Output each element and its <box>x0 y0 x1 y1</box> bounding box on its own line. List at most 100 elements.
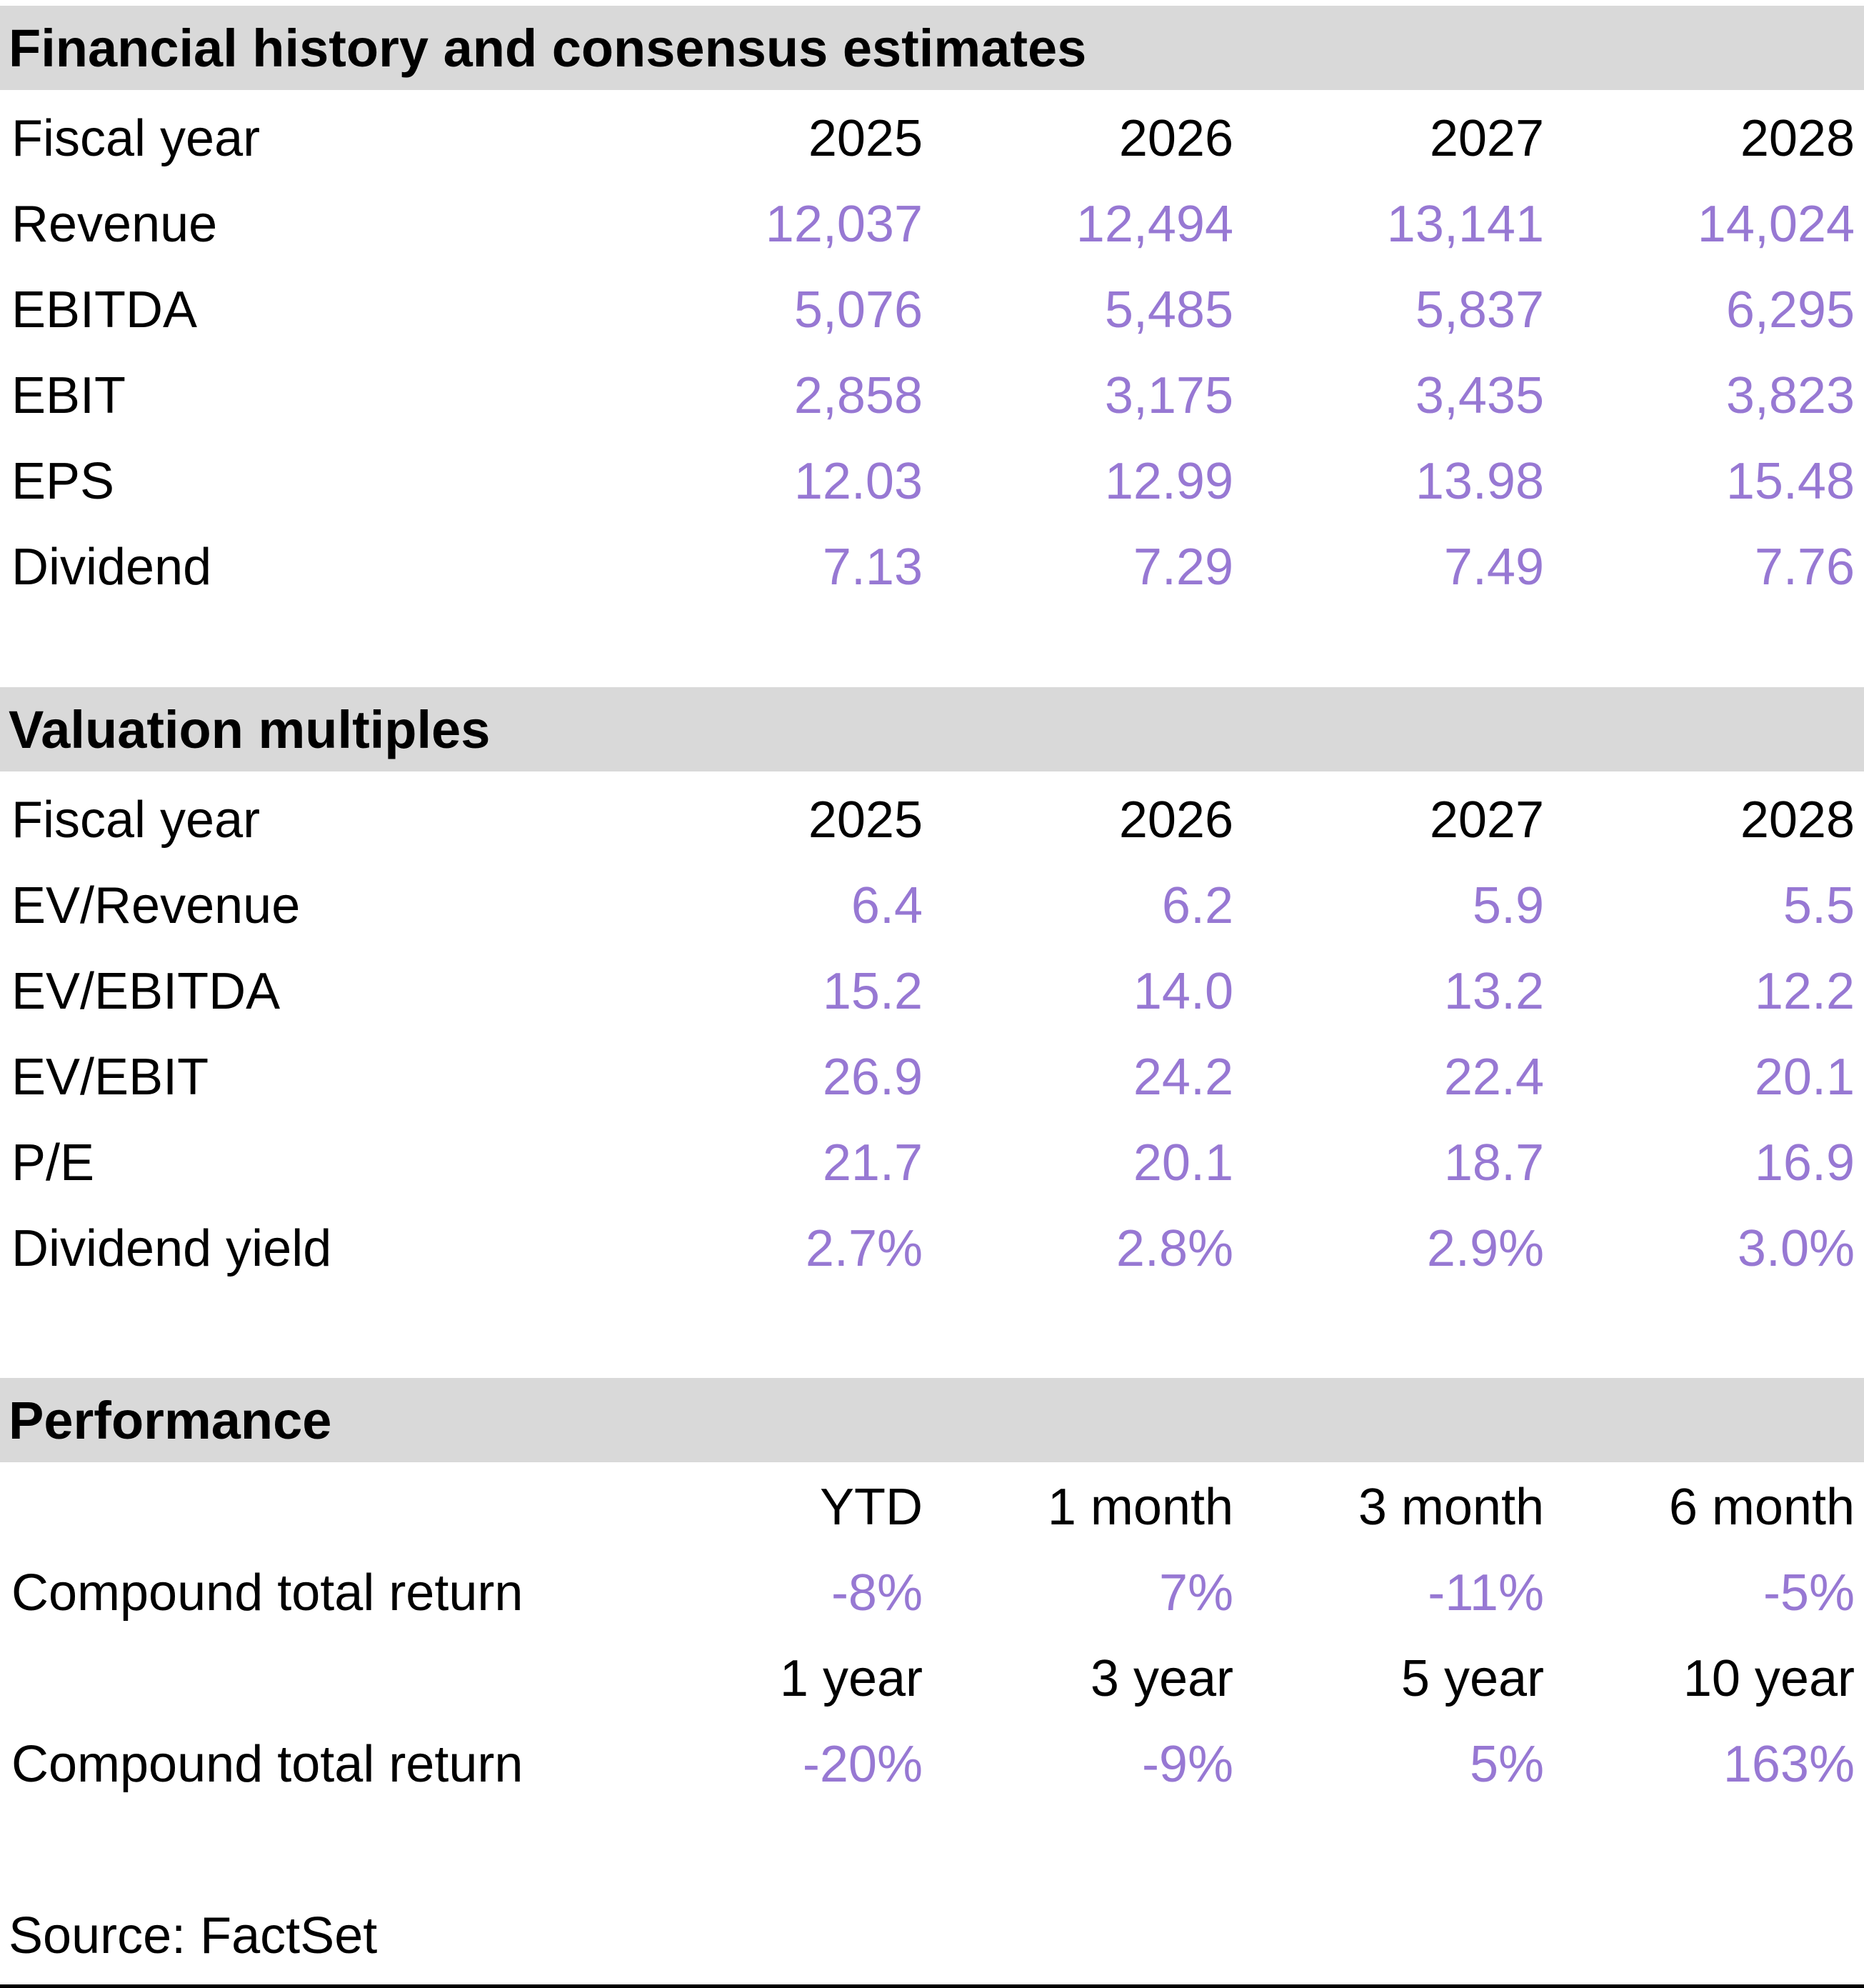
cell-value: 7.49 <box>1443 539 1544 596</box>
table-row-compound-total-return-short: Compound total return -8% 7% -11% -5% <box>0 1550 1855 1636</box>
column-header-3-year: 3 year <box>1090 1650 1233 1707</box>
column-header-2026: 2026 <box>1118 791 1233 849</box>
cell-value: 3,435 <box>1415 367 1544 424</box>
section-title: Financial history and consensus estimate… <box>9 18 1087 78</box>
cell-value: 5,837 <box>1415 281 1544 339</box>
financial-history-table: Fiscal year 2025 2026 2027 2028 Revenue … <box>0 96 1864 610</box>
table-header-row-long-periods: 1 year 3 year 5 year 10 year <box>0 1636 1855 1722</box>
cell-value: 26.9 <box>822 1049 923 1106</box>
column-header-3-month: 3 month <box>1358 1479 1544 1536</box>
column-header-1-year: 1 year <box>779 1650 923 1707</box>
cell-value: 5% <box>1469 1736 1544 1793</box>
cell-value: 7.76 <box>1754 539 1855 596</box>
row-label: Dividend <box>11 539 212 596</box>
cell-value: 12.03 <box>793 453 923 510</box>
cell-value: 6.2 <box>1161 877 1233 934</box>
column-header-2026: 2026 <box>1118 110 1233 167</box>
column-header-5-year: 5 year <box>1400 1650 1544 1707</box>
row-label: P/E <box>11 1134 95 1192</box>
section-title: Performance <box>9 1390 332 1450</box>
cell-value: -8% <box>831 1564 923 1622</box>
cell-value: 15.2 <box>822 963 923 1020</box>
financial-summary-page: { "colors": { "accent_purple": "#9778d3"… <box>0 6 1864 1988</box>
column-header-2027: 2027 <box>1429 791 1544 849</box>
valuation-multiples-table: Fiscal year 2025 2026 2027 2028 EV/Reven… <box>0 777 1864 1292</box>
cell-value: 14.0 <box>1133 963 1233 1020</box>
row-label: Compound total return <box>11 1564 523 1622</box>
table-header-row: Fiscal year 2025 2026 2027 2028 <box>0 777 1855 863</box>
cell-value: 2.9% <box>1426 1220 1544 1277</box>
cell-value: 7.29 <box>1133 539 1233 596</box>
section-header-financial-history: Financial history and consensus estimate… <box>0 6 1864 90</box>
table-row-dividend-yield: Dividend yield 2.7% 2.8% 2.9% 3.0% <box>0 1206 1855 1292</box>
table-row-revenue: Revenue 12,037 12,494 13,141 14,024 <box>0 181 1855 267</box>
column-header-1-month: 1 month <box>1047 1479 1233 1536</box>
column-header-ytd: YTD <box>820 1479 923 1536</box>
cell-value: 7% <box>1158 1564 1233 1622</box>
cell-value: -9% <box>1141 1736 1233 1793</box>
cell-value: 14,024 <box>1697 196 1855 253</box>
cell-value: 5,485 <box>1104 281 1233 339</box>
table-row-ev-ebitda: EV/EBITDA 15.2 14.0 13.2 12.2 <box>0 949 1855 1034</box>
cell-value: 13,141 <box>1386 196 1544 253</box>
row-label: Dividend yield <box>11 1220 332 1277</box>
cell-value: 7.13 <box>822 539 923 596</box>
row-label: EV/EBITDA <box>11 963 281 1020</box>
cell-value: 24.2 <box>1133 1049 1233 1106</box>
column-header-10-year: 10 year <box>1683 1650 1855 1707</box>
cell-value: 163% <box>1723 1736 1855 1793</box>
cell-value: 2.7% <box>805 1220 923 1277</box>
source-note: Source: FactSet <box>0 1893 1864 1979</box>
cell-value: 12.2 <box>1754 963 1855 1020</box>
row-label: Compound total return <box>11 1736 523 1793</box>
cell-value: 2.8% <box>1116 1220 1233 1277</box>
cell-value: 5.5 <box>1783 877 1855 934</box>
cell-value: 3,175 <box>1104 367 1233 424</box>
table-header-row-short-periods: YTD 1 month 3 month 6 month <box>0 1464 1855 1550</box>
cell-value: 18.7 <box>1443 1134 1544 1192</box>
cell-value: 20.1 <box>1133 1134 1233 1192</box>
cell-value: 3.0% <box>1737 1220 1855 1277</box>
cell-value: 21.7 <box>822 1134 923 1192</box>
fiscal-year-label: Fiscal year <box>11 110 261 167</box>
column-header-2027: 2027 <box>1429 110 1544 167</box>
section-title: Valuation multiples <box>9 699 491 759</box>
row-label: EPS <box>11 453 115 510</box>
column-header-2025: 2025 <box>808 791 923 849</box>
row-label: EBITDA <box>11 281 198 339</box>
cell-value: 3,823 <box>1725 367 1855 424</box>
column-header-2028: 2028 <box>1740 791 1855 849</box>
fiscal-year-label: Fiscal year <box>11 791 261 849</box>
table-row-ev-ebit: EV/EBIT 26.9 24.2 22.4 20.1 <box>0 1034 1855 1120</box>
row-label: Revenue <box>11 196 218 253</box>
column-header-2028: 2028 <box>1740 110 1855 167</box>
cell-value: 13.2 <box>1443 963 1544 1020</box>
cell-value: 5,076 <box>793 281 923 339</box>
bottom-divider <box>0 1984 1864 1988</box>
cell-value: 16.9 <box>1754 1134 1855 1192</box>
table-row-ebitda: EBITDA 5,076 5,485 5,837 6,295 <box>0 267 1855 353</box>
cell-value: 5.9 <box>1472 877 1544 934</box>
table-row-eps: EPS 12.03 12.99 13.98 15.48 <box>0 439 1855 524</box>
section-header-valuation-multiples: Valuation multiples <box>0 687 1864 771</box>
column-header-2025: 2025 <box>808 110 923 167</box>
cell-value: 15.48 <box>1725 453 1855 510</box>
cell-value: 6,295 <box>1725 281 1855 339</box>
column-header-6-month: 6 month <box>1668 1479 1855 1536</box>
cell-value: 20.1 <box>1754 1049 1855 1106</box>
table-row-ebit: EBIT 2,858 3,175 3,435 3,823 <box>0 353 1855 439</box>
cell-value: 22.4 <box>1443 1049 1544 1106</box>
cell-value: -20% <box>802 1736 923 1793</box>
table-row-pe: P/E 21.7 20.1 18.7 16.9 <box>0 1120 1855 1206</box>
table-row-compound-total-return-long: Compound total return -20% -9% 5% 163% <box>0 1722 1855 1807</box>
cell-value: -11% <box>1428 1564 1544 1622</box>
performance-table: YTD 1 month 3 month 6 month Compound tot… <box>0 1464 1864 1807</box>
cell-value: -5% <box>1763 1564 1855 1622</box>
cell-value: 6.4 <box>851 877 923 934</box>
row-label: EBIT <box>11 367 126 424</box>
table-row-ev-revenue: EV/Revenue 6.4 6.2 5.9 5.5 <box>0 863 1855 949</box>
row-label: EV/Revenue <box>11 877 301 934</box>
source-text: Source: FactSet <box>9 1907 378 1964</box>
cell-value: 12.99 <box>1104 453 1233 510</box>
table-header-row: Fiscal year 2025 2026 2027 2028 <box>0 96 1855 181</box>
